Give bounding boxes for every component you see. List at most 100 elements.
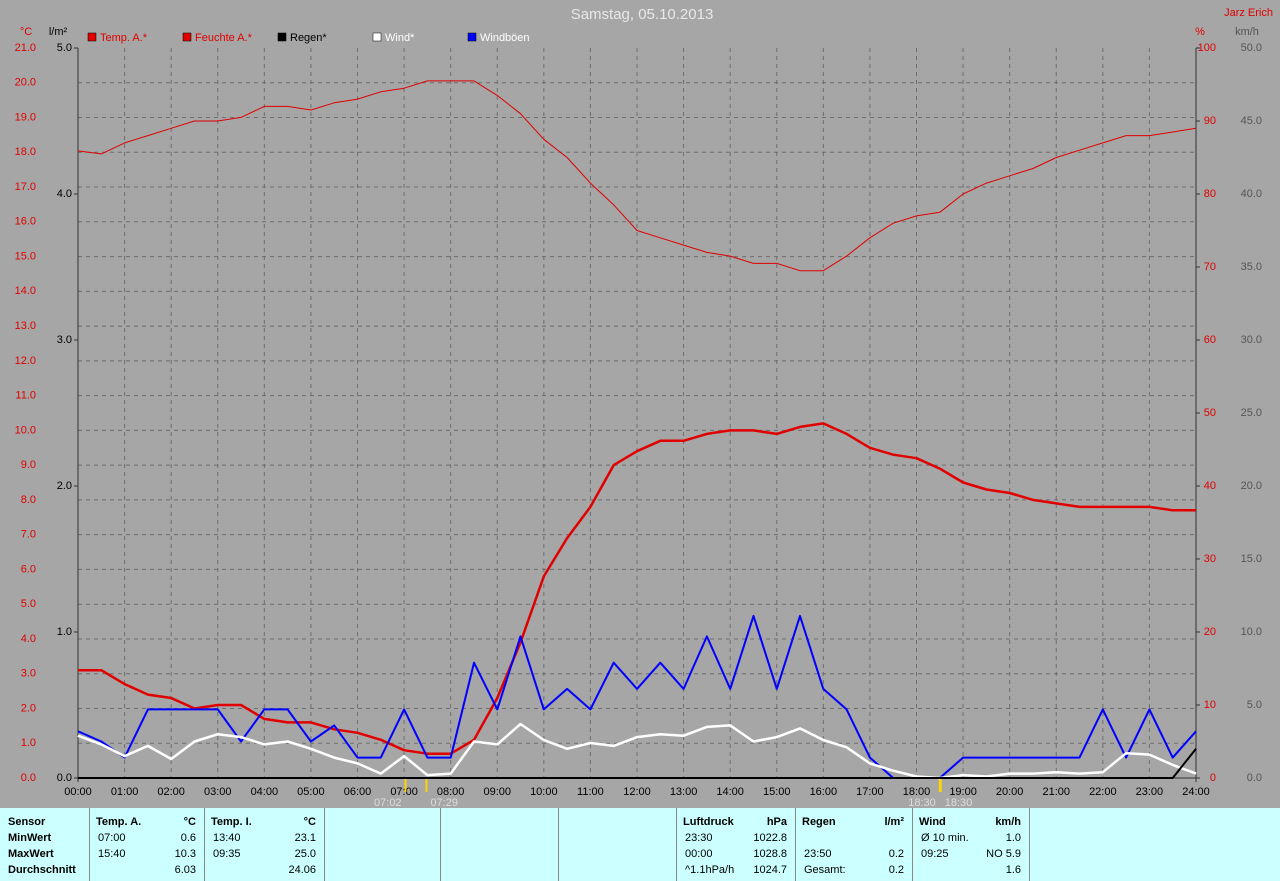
x-tick-label: 16:00 — [810, 786, 838, 798]
y2-tick-label: 20 — [1204, 626, 1216, 638]
stat-time: 07:00 — [98, 832, 126, 844]
y4-tick-label: 25.0 — [1241, 407, 1262, 419]
stat-value: 1028.8 — [753, 848, 787, 860]
legend-label: Windböen — [480, 32, 530, 44]
stat-value: 0.2 — [888, 864, 904, 876]
stat-value: 23.1 — [294, 832, 316, 844]
legend-swatch — [182, 32, 192, 42]
y4-tick-label: 35.0 — [1241, 261, 1262, 273]
legend-label: Wind* — [385, 32, 415, 44]
x-tick-label: 21:00 — [1042, 786, 1070, 798]
block-header: Temp. A. — [96, 816, 142, 828]
label-column: Sensor MinWert MaxWert Durchschnitt — [0, 808, 90, 881]
y-tick-label: 21.0 — [15, 42, 36, 54]
stat-time: 23:50 — [804, 848, 832, 860]
x-tick-label: 23:00 — [1136, 786, 1164, 798]
stat-time: Ø 10 min. — [921, 832, 969, 844]
stat-value: 1.6 — [1005, 864, 1021, 876]
y3-tick-label: 1.0 — [57, 626, 72, 638]
block-unit: °C — [183, 816, 196, 828]
y4-tick-label: 5.0 — [1247, 699, 1262, 711]
series-line — [77, 80, 1197, 272]
series-line — [78, 748, 1197, 779]
y3-tick-label: 4.0 — [57, 188, 72, 200]
stat-value: 6.03 — [174, 864, 196, 876]
y-axis-unit: °C — [20, 26, 32, 38]
x-tick-label: 01:00 — [111, 786, 139, 798]
x-tick-label: 08:00 — [437, 786, 465, 798]
x-tick-label: 14:00 — [716, 786, 744, 798]
x-tick-label: 02:00 — [157, 786, 185, 798]
y-tick-label: 10.0 — [15, 424, 36, 436]
row-label: MaxWert — [8, 848, 54, 860]
y2-tick-label: 10 — [1204, 699, 1216, 711]
row-label: Durchschnitt — [8, 864, 76, 876]
x-tick-label: 04:00 — [251, 786, 279, 798]
stat-value: 10.3 — [174, 848, 196, 860]
y-tick-label: 6.0 — [21, 563, 36, 575]
y2-tick-label: 80 — [1204, 188, 1216, 200]
empty-block — [441, 808, 559, 881]
x-tick-label: 07:00 — [390, 786, 418, 798]
x-tick-label: 10:00 — [530, 786, 558, 798]
y4-tick-label: 40.0 — [1241, 188, 1262, 200]
y-tick-label: 19.0 — [15, 111, 36, 123]
x-tick-label: 11:00 — [577, 786, 604, 798]
legend-label: Temp. A.* — [100, 32, 148, 44]
y-tick-label: 12.0 — [15, 355, 36, 367]
sun-time-label: 18:30 — [945, 797, 973, 808]
stat-value: 1.0 — [1005, 832, 1021, 844]
x-tick-label: 05:00 — [297, 786, 325, 798]
stat-time: 09:35 — [213, 848, 241, 860]
y-tick-label: 7.0 — [21, 529, 36, 541]
y3-tick-label: 5.0 — [57, 42, 72, 54]
stat-value: NO 5.9 — [986, 848, 1021, 860]
y-tick-label: 0.0 — [21, 772, 36, 784]
y2-tick-label: 100 — [1198, 42, 1216, 54]
y-tick-label: 14.0 — [15, 285, 36, 297]
block-header: Regen — [802, 816, 836, 828]
legend-label: Regen* — [290, 32, 327, 44]
legend-swatch — [372, 32, 382, 42]
y4-tick-label: 0.0 — [1247, 772, 1262, 784]
y2-tick-label: 0 — [1210, 772, 1216, 784]
x-tick-label: 24:00 — [1182, 786, 1210, 798]
x-tick-label: 12:00 — [623, 786, 651, 798]
y-tick-label: 5.0 — [21, 598, 36, 610]
x-tick-label: 17:00 — [856, 786, 884, 798]
block-unit: hPa — [766, 816, 787, 828]
stats-table: Sensor MinWert MaxWert Durchschnitt Temp. A.… — [0, 808, 1280, 881]
y-tick-label: 11.0 — [15, 390, 36, 402]
chart: Samstag, 05.10.2013 Jarz Erich °C l/m² %… — [15, 6, 1273, 808]
series-line — [77, 722, 1197, 780]
x-tick-label: 09:00 — [483, 786, 511, 798]
y-tick-label: 18.0 — [15, 146, 36, 158]
stat-value: 25.0 — [294, 848, 316, 860]
stat-time: Gesamt: — [804, 864, 846, 876]
x-tick-label: 20:00 — [996, 786, 1024, 798]
empty-block — [325, 808, 441, 881]
x-tick-label: 22:00 — [1089, 786, 1117, 798]
y-tick-label: 3.0 — [21, 668, 36, 680]
author: Jarz Erich — [1224, 7, 1273, 19]
stat-time: 13:40 — [213, 832, 241, 844]
y4-tick-label: 15.0 — [1241, 553, 1262, 565]
x-tick-label: 00:00 — [64, 786, 92, 798]
y3-tick-label: 3.0 — [57, 334, 72, 346]
y2-tick-label: 40 — [1204, 480, 1216, 492]
block-unit: km/h — [995, 816, 1021, 828]
y-tick-label: 1.0 — [21, 737, 36, 749]
x-tick-label: 15:00 — [763, 786, 791, 798]
y4-tick-label: 45.0 — [1241, 115, 1262, 127]
block-header: Temp. I. — [211, 816, 252, 828]
legend-swatch — [467, 32, 477, 42]
y2-tick-label: 60 — [1204, 334, 1216, 346]
stat-block: Regen l/m² 23:50 0.2 Gesamt: 0.2 — [796, 808, 913, 881]
x-tick-label: 13:00 — [670, 786, 698, 798]
y-tick-label: 17.0 — [15, 181, 36, 193]
y2-tick-label: 70 — [1204, 261, 1216, 273]
stat-time: ^1.1hPa/h — [685, 864, 735, 876]
stat-value: 24.06 — [288, 864, 316, 876]
x-tick-label: 06:00 — [344, 786, 372, 798]
y3-axis-unit: l/m² — [49, 26, 68, 38]
